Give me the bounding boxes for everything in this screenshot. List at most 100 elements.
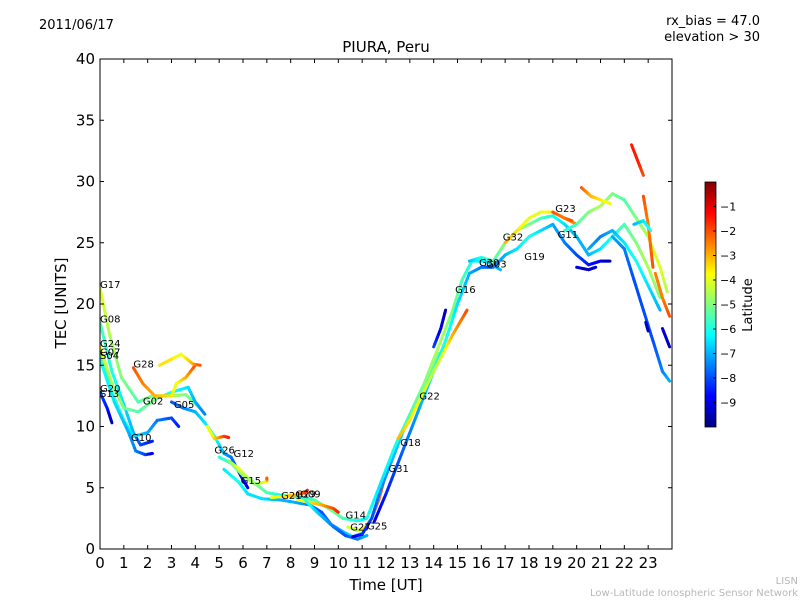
- satellite-label-g11: G11: [558, 230, 578, 241]
- x-tick-label: 16: [472, 554, 491, 572]
- satellite-label-g07: G07: [100, 347, 120, 358]
- axes: 0 1 2 3 4 5 6 7 8 9 10 11 12 13 14 15 16 17 18 19 20 21 22 2305…: [76, 50, 672, 572]
- x-tick-label: 5: [214, 554, 224, 572]
- tec-series-32-segment: [641, 171, 645, 177]
- credit-lisn: LISN: [775, 576, 798, 587]
- satellite-label-g32: G32: [503, 232, 523, 243]
- date-label: 2011/06/17: [39, 18, 114, 33]
- x-axis-label: Time [UT]: [348, 576, 422, 594]
- satellite-label-g24: G24: [100, 339, 120, 350]
- satellite-label-g23: G23: [555, 204, 575, 215]
- chart-title: PIURA, Peru: [342, 38, 429, 56]
- x-tick-label: 14: [424, 554, 443, 572]
- y-tick-label: 10: [76, 418, 95, 436]
- tec-series-18-segment: [496, 266, 502, 272]
- x-tick-label: 3: [167, 554, 177, 572]
- colorbar-ticks: −9 −8 −7 −6 −5 −4 −3 −2 −1: [713, 201, 736, 410]
- colorbar-tick-label: −6: [720, 323, 736, 336]
- y-tick-label: 15: [76, 356, 95, 374]
- y-tick-label: 30: [76, 173, 95, 191]
- x-tick-label: 6: [238, 554, 248, 572]
- tec-series-27-segment: [664, 286, 669, 294]
- tec-series-8-segment: [245, 484, 250, 490]
- colorbar-tick-label: −2: [720, 225, 736, 238]
- colorbar-tick-label: −1: [720, 201, 736, 214]
- satellite-label-g03: G03: [486, 259, 506, 270]
- satellite-label-g19: G19: [524, 252, 544, 263]
- satellite-label-g02: G02: [143, 396, 163, 407]
- satellite-label-g15: G15: [241, 476, 261, 487]
- satellite-label-g22: G22: [419, 392, 439, 403]
- tec-series-31-segment: [666, 378, 672, 383]
- x-tick-label: 19: [543, 554, 562, 572]
- x-tick-label: 21: [591, 554, 610, 572]
- rx-bias-label: rx_bias = 47.0: [666, 14, 760, 29]
- satellite-label-g08: G08: [100, 314, 120, 325]
- satellite-label-g25: G25: [367, 521, 387, 532]
- data-series-layer: [100, 143, 672, 541]
- x-tick-label: 8: [286, 554, 296, 572]
- x-tick-label: 12: [376, 554, 395, 572]
- x-tick-label: 23: [639, 554, 658, 572]
- colorbar-tick-label: −4: [720, 274, 736, 287]
- satellite-label-g31: G31: [388, 464, 408, 475]
- colorbar-tick-label: −9: [720, 397, 736, 410]
- satellite-label-g16: G16: [455, 285, 475, 296]
- y-tick-label: 0: [85, 540, 95, 558]
- satellite-label-g29: G29: [295, 490, 315, 501]
- x-tick-label: 0: [95, 554, 105, 572]
- satellite-label-g05: G05: [174, 400, 194, 411]
- tec-series-5-segment: [109, 418, 114, 425]
- tec-series-28-segment: [606, 201, 612, 206]
- x-tick-label: 11: [353, 554, 372, 572]
- tec-series-23-segment: [656, 291, 662, 300]
- satellite-label-g26: G26: [214, 445, 234, 456]
- x-tick-label: 18: [519, 554, 538, 572]
- tec-series-30-segment: [656, 304, 662, 312]
- satellite-label-g20: G20: [100, 384, 120, 395]
- tec-series-22-segment: [464, 308, 469, 314]
- tec-series-2-segment: [201, 410, 207, 416]
- tec-series-21-segment: [443, 308, 448, 315]
- y-tick-label: 40: [76, 50, 95, 68]
- x-tick-label: 7: [262, 554, 272, 572]
- colorbar-tick-label: −7: [720, 348, 736, 361]
- satellite-label-s04: S04: [100, 351, 119, 362]
- satellite-label-g09: G09: [300, 490, 320, 501]
- y-tick-label: 5: [85, 479, 95, 497]
- x-tick-label: 10: [329, 554, 348, 572]
- satellite-label-g10: G10: [131, 433, 151, 444]
- satellite-label-g18: G18: [400, 438, 420, 449]
- tec-series-37-segment: [666, 342, 672, 349]
- x-tick-label: 2: [143, 554, 153, 572]
- credit-network: Low-Latitude Ionospheric Sensor Network: [590, 588, 798, 599]
- y-tick-label: 25: [76, 234, 95, 252]
- y-tick-label: 35: [76, 111, 95, 129]
- x-tick-label: 4: [191, 554, 201, 572]
- satellite-label-g28: G28: [133, 360, 153, 371]
- y-tick-label: 20: [76, 295, 95, 313]
- x-tick-label: 22: [615, 554, 634, 572]
- y-axis-label: TEC [UNITS]: [52, 258, 70, 350]
- satellite-label-g21: G21: [281, 491, 301, 502]
- tec-series-35-segment: [647, 227, 653, 232]
- tec-series-34-segment: [666, 311, 672, 318]
- x-tick-label: 15: [448, 554, 467, 572]
- colorbar-tick-label: −5: [720, 299, 736, 312]
- tec-series-14-segment: [336, 510, 340, 514]
- satellite-label-g14: G14: [345, 510, 365, 521]
- tec-series-0-segment: [148, 439, 154, 444]
- satellite-label-g17: G17: [100, 280, 120, 291]
- satellite-label-g30: G30: [479, 258, 499, 269]
- x-tick-label: 1: [119, 554, 129, 572]
- x-tick-label: 9: [310, 554, 320, 572]
- tec-series-33-segment: [650, 258, 655, 269]
- colorbar-label: Latitude: [741, 278, 756, 332]
- satellite-label-g12: G12: [233, 449, 253, 460]
- x-tick-label: 13: [400, 554, 419, 572]
- colorbar-tick-label: −8: [720, 372, 736, 385]
- tec-series-3-segment: [175, 423, 181, 428]
- colorbar-tick-label: −3: [720, 250, 736, 263]
